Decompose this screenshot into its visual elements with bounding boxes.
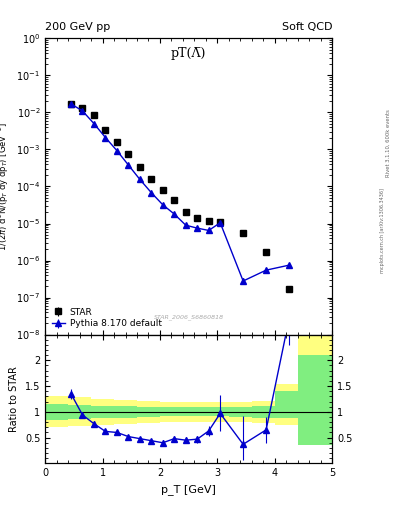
Bar (229, 407, 252, 417)
Bar (68, 397, 91, 426)
Bar (298, 332, 332, 430)
Text: Rivet 3.1.10, 600k events: Rivet 3.1.10, 600k events (386, 110, 391, 177)
Y-axis label: 1/(2$\pi$) d$^2$N/(p$_T$ dy dp$_T$) [GeV$^{-2}$]: 1/(2$\pi$) d$^2$N/(p$_T$ dy dp$_T$) [GeV… (0, 122, 11, 251)
Bar (91, 399, 114, 425)
Bar (252, 406, 275, 417)
Bar (275, 383, 298, 425)
Bar (45, 396, 68, 428)
Text: pT(Λ̅): pT(Λ̅) (171, 47, 206, 60)
Bar (137, 401, 160, 423)
Bar (114, 406, 137, 417)
Bar (137, 407, 160, 417)
Bar (114, 400, 137, 424)
X-axis label: p_T [GeV]: p_T [GeV] (161, 484, 216, 495)
Text: Soft QCD: Soft QCD (282, 22, 332, 32)
Legend: STAR, Pythia 8.170 default: STAR, Pythia 8.170 default (50, 306, 163, 330)
Bar (160, 407, 183, 416)
Bar (252, 400, 275, 423)
Text: mcplots.cern.ch [arXiv:1306.3436]: mcplots.cern.ch [arXiv:1306.3436] (380, 188, 385, 273)
Bar (183, 407, 206, 416)
Text: STAR_2006_S6860818: STAR_2006_S6860818 (154, 314, 224, 320)
Bar (298, 355, 332, 445)
Bar (275, 391, 298, 418)
Bar (68, 404, 91, 419)
Bar (229, 401, 252, 422)
Bar (45, 404, 68, 419)
Bar (160, 401, 183, 422)
Y-axis label: Ratio to STAR: Ratio to STAR (9, 366, 19, 432)
Bar (183, 402, 206, 422)
Bar (206, 402, 229, 422)
Bar (91, 406, 114, 418)
Bar (206, 407, 229, 416)
Text: 200 GeV pp: 200 GeV pp (45, 22, 110, 32)
